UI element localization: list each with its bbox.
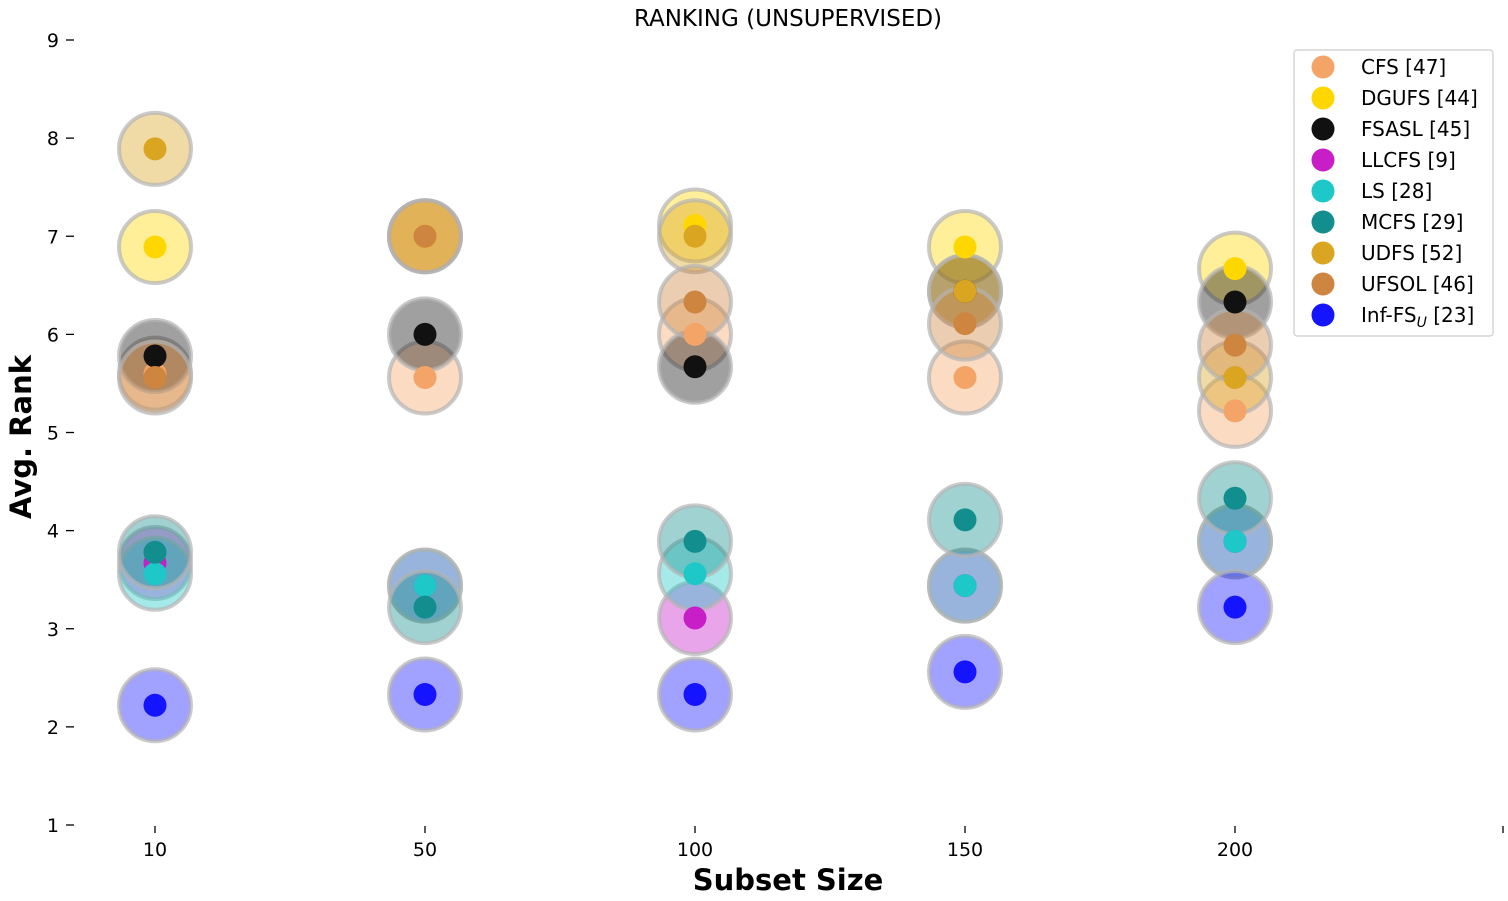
- data-point: [143, 235, 167, 259]
- legend-item: CFS [47]: [1311, 55, 1446, 79]
- data-point: [953, 660, 977, 684]
- y-axis: 1 2 3 4 5 6 7 8 9: [47, 30, 74, 837]
- data-point: [143, 344, 167, 368]
- data-point: [1223, 333, 1247, 357]
- x-tick-label: 100: [677, 839, 713, 861]
- data-point: [683, 682, 707, 706]
- legend-marker: [1311, 272, 1335, 296]
- data-point: [683, 562, 707, 586]
- data-point: [953, 235, 977, 259]
- data-point: [413, 366, 437, 390]
- legend-label: UFSOL [46]: [1361, 272, 1474, 296]
- legend-label: UDFS [52]: [1361, 241, 1462, 265]
- data-point: [953, 508, 977, 532]
- legend-item: LLCFS [9]: [1311, 148, 1456, 172]
- legend-label: LLCFS [9]: [1361, 148, 1456, 172]
- x-tick-label: 10: [143, 839, 167, 861]
- y-tick-label: 2: [47, 717, 59, 739]
- legend-item: UFSOL [46]: [1311, 272, 1474, 296]
- x-tick-label: 50: [413, 839, 437, 861]
- legend-item: Inf-FSU [23]: [1311, 303, 1474, 331]
- y-tick-label: 1: [47, 815, 59, 837]
- legend-item: MCFS [29]: [1311, 210, 1463, 234]
- data-point: [1223, 257, 1247, 281]
- legend-label: DGUFS [44]: [1361, 86, 1478, 110]
- data-point: [1223, 366, 1247, 390]
- data-point: [953, 574, 977, 598]
- y-tick-label: 5: [47, 423, 59, 445]
- data-point: [143, 562, 167, 586]
- data-point: [683, 355, 707, 379]
- data-point: [953, 279, 977, 303]
- data-point: [683, 224, 707, 248]
- data-point: [683, 529, 707, 553]
- data-point: [1223, 529, 1247, 553]
- y-tick-label: 4: [47, 521, 59, 543]
- points-layer: [143, 137, 1247, 717]
- chart-title: RANKING (UNSUPERVISED): [634, 6, 942, 32]
- data-point: [413, 574, 437, 598]
- legend-marker: [1311, 148, 1335, 172]
- data-point: [143, 366, 167, 390]
- data-point: [683, 606, 707, 630]
- legend-marker: [1311, 179, 1335, 203]
- data-point: [1223, 290, 1247, 314]
- legend-item: DGUFS [44]: [1311, 86, 1478, 110]
- halo-layer: [117, 110, 1273, 744]
- legend-label: FSASL [45]: [1361, 117, 1470, 141]
- data-point: [1223, 399, 1247, 423]
- data-point: [1223, 595, 1247, 619]
- legend-label: CFS [47]: [1361, 55, 1446, 79]
- data-point: [143, 540, 167, 564]
- y-tick-label: 6: [47, 324, 59, 346]
- data-point: [413, 682, 437, 706]
- legend-marker: [1311, 86, 1335, 110]
- data-point: [1223, 486, 1247, 510]
- data-point: [413, 322, 437, 346]
- data-point: [953, 366, 977, 390]
- data-point: [413, 595, 437, 619]
- data-point: [953, 312, 977, 336]
- y-tick-label: 7: [47, 226, 59, 248]
- legend-item: LS [28]: [1311, 179, 1432, 203]
- legend-label: LS [28]: [1361, 179, 1432, 203]
- legend-item: FSASL [45]: [1311, 117, 1470, 141]
- y-tick-label: 9: [47, 30, 59, 52]
- x-axis: 10 50 100 150 200: [143, 826, 1504, 861]
- y-tick-label: 3: [47, 619, 59, 641]
- legend-marker: [1311, 117, 1335, 141]
- legend-label: Inf-FSU [23]: [1361, 303, 1474, 331]
- legend-marker: [1311, 210, 1335, 234]
- legend: CFS [47] DGUFS [44] FSASL [45] LLCFS [9] LS …: [1293, 49, 1494, 337]
- y-tick-label: 8: [47, 128, 59, 150]
- legend-label: MCFS [29]: [1361, 210, 1463, 234]
- data-point: [143, 693, 167, 717]
- data-point: [143, 137, 167, 161]
- legend-marker: [1311, 241, 1335, 265]
- data-point: [413, 224, 437, 248]
- legend-marker: [1311, 55, 1335, 79]
- x-tick-label: 200: [1217, 839, 1253, 861]
- y-axis-label: Avg. Rank: [4, 354, 38, 519]
- data-point: [683, 290, 707, 314]
- legend-frame: [1293, 49, 1494, 337]
- data-point: [683, 322, 707, 346]
- legend-marker: [1311, 303, 1335, 327]
- x-axis-label: Subset Size: [693, 863, 884, 897]
- x-tick-label: 150: [947, 839, 983, 861]
- legend-item: UDFS [52]: [1311, 241, 1462, 265]
